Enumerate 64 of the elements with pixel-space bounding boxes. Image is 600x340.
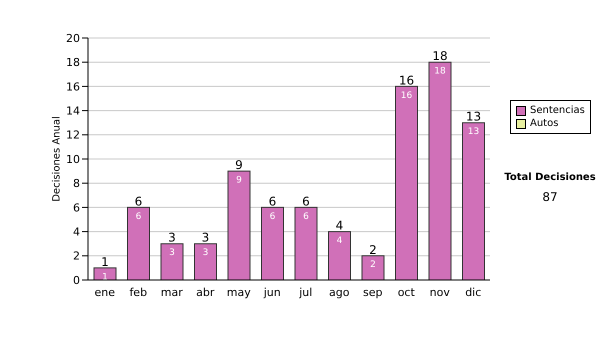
x-tick-label: abr xyxy=(196,286,215,299)
bar xyxy=(127,206,150,280)
total-label: 6 xyxy=(134,194,142,208)
bar xyxy=(294,206,318,280)
x-tick-label: feb xyxy=(129,286,148,299)
data-label: 16 xyxy=(400,90,412,101)
total-label: 2 xyxy=(369,242,377,257)
bar xyxy=(462,122,485,280)
data-label: 6 xyxy=(270,212,276,222)
x-tick-label: nov xyxy=(430,286,450,299)
text: Total Decisiones xyxy=(503,172,597,183)
total-label: 9 xyxy=(235,158,243,172)
legend-label: Autos xyxy=(530,117,558,130)
data-label: 2 xyxy=(370,260,376,270)
x-tick-label: ago xyxy=(329,286,350,299)
x-tick-label: ene xyxy=(94,286,116,299)
data-label: 13 xyxy=(468,127,480,138)
data-label: 1 xyxy=(102,272,108,282)
x-tick-label: jun xyxy=(262,286,281,299)
y-tick-label: 10 xyxy=(66,152,80,166)
x-tick-label: mar xyxy=(160,286,184,299)
data-label: 6 xyxy=(303,212,310,222)
total-label: 6 xyxy=(268,194,276,208)
total-label: 3 xyxy=(168,230,176,245)
y-axis-title: Decisiones Anual xyxy=(52,116,63,202)
data-label: 4 xyxy=(336,236,343,246)
total-label: 6 xyxy=(302,194,310,208)
y-tick-label: 14 xyxy=(66,104,80,118)
y-tick-label: 4 xyxy=(73,226,80,239)
bar xyxy=(428,62,452,280)
bar xyxy=(228,170,250,280)
y-tick-label: 16 xyxy=(66,80,80,94)
bar xyxy=(160,243,184,280)
y-tick-label: 8 xyxy=(73,177,80,190)
bar xyxy=(194,243,217,280)
y-tick-label: 12 xyxy=(66,128,80,142)
y-tick-label: 18 xyxy=(66,56,80,70)
text: 87 xyxy=(541,190,559,204)
bar xyxy=(94,267,116,280)
data-label: 18 xyxy=(434,66,446,77)
y-tick-label: 20 xyxy=(66,32,80,45)
data-label: 9 xyxy=(236,175,242,186)
total-label: 1 xyxy=(101,254,109,269)
x-tick-label: jul xyxy=(298,286,312,299)
bar xyxy=(261,206,284,280)
total-label: 16 xyxy=(398,73,414,88)
x-tick-label: dic xyxy=(465,286,482,299)
total-label: 13 xyxy=(466,110,482,124)
bar xyxy=(362,255,384,280)
data-label: 3 xyxy=(202,248,208,258)
y-tick-label: 2 xyxy=(73,250,80,263)
x-tick-label: oct xyxy=(398,286,416,299)
bar xyxy=(328,231,351,280)
data-label: 6 xyxy=(136,212,142,222)
legend-label: Sentencias xyxy=(530,104,585,117)
y-tick-label: 0 xyxy=(73,274,80,287)
total-label: 18 xyxy=(432,49,448,64)
total-label: 3 xyxy=(202,230,210,245)
bar xyxy=(395,86,418,280)
total-label: 4 xyxy=(336,218,344,233)
data-label: 3 xyxy=(169,248,175,258)
x-tick-label: may xyxy=(226,286,252,299)
x-tick-label: sep xyxy=(363,286,383,299)
y-tick-label: 6 xyxy=(73,201,80,214)
